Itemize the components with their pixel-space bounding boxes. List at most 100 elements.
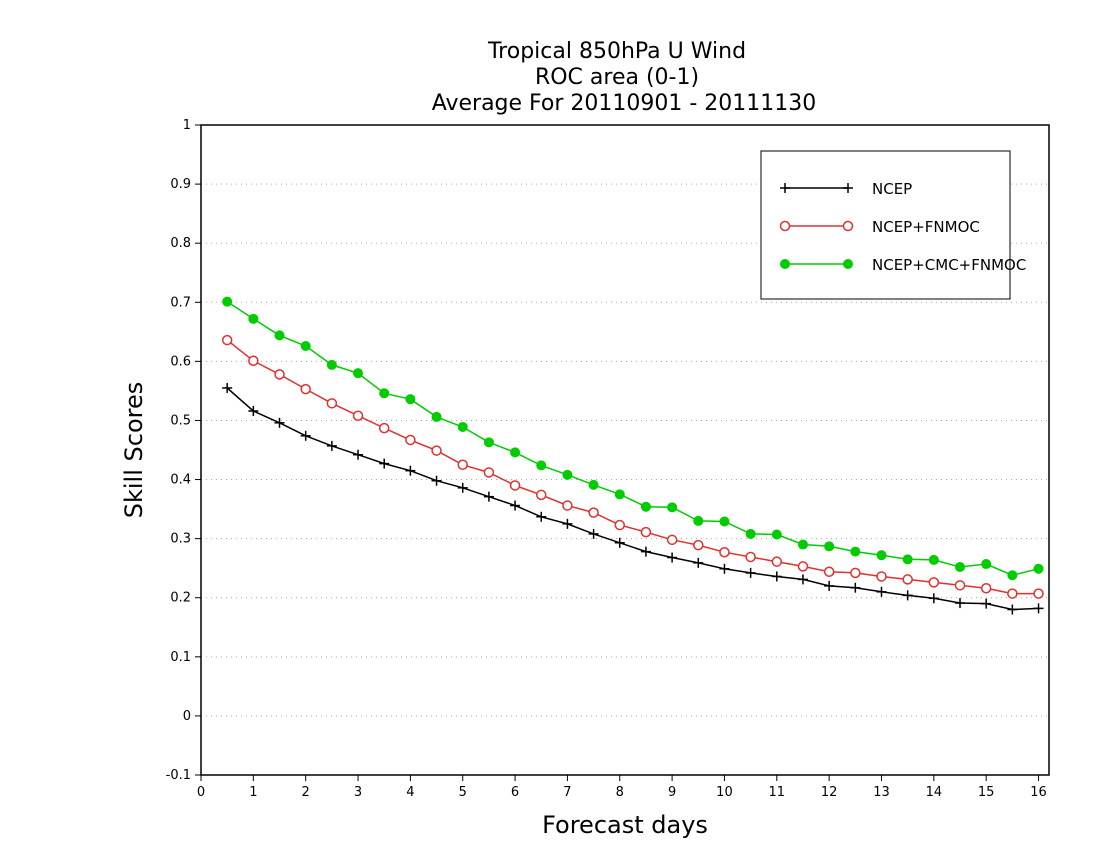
x-axis-ticks: 0 1 2 3 4 5 6 7 8 9 10 11 12 13 14 15 16 [197, 775, 1047, 800]
data-point [745, 567, 756, 578]
data-point [562, 469, 573, 480]
data-point [1033, 563, 1044, 574]
legend: NCEP NCEP+FNMOC NCEP+CMC+FNMOC [760, 150, 1026, 300]
data-point [248, 406, 259, 416]
x-tick-label: 8 [616, 785, 624, 800]
data-point [222, 296, 233, 307]
chart-title: Tropical 850hPa U Wind ROC area (0-1) Av… [432, 39, 817, 116]
data-point [483, 437, 494, 448]
data-point [824, 541, 835, 552]
data-point [588, 479, 599, 490]
data-point [666, 534, 678, 546]
plot-area-frame [200, 124, 1050, 776]
data-point [902, 590, 913, 601]
data-point [1007, 604, 1018, 615]
data-point [850, 582, 861, 593]
data-point [902, 554, 913, 565]
data-point [300, 430, 311, 441]
data-point [1007, 570, 1018, 581]
series-line [226, 387, 1039, 611]
y-tick-label: 0.4 [170, 473, 191, 488]
data-point [457, 459, 468, 471]
data-point [1007, 588, 1018, 599]
data-point [457, 421, 468, 432]
x-tick-label: 10 [716, 785, 733, 800]
x-tick-label: 12 [821, 785, 838, 800]
data-point [928, 554, 939, 565]
data-point [326, 398, 338, 409]
x-tick-label: 14 [926, 785, 943, 800]
data-point [483, 467, 495, 478]
x-tick-label: 3 [354, 785, 362, 800]
data-point [535, 489, 547, 501]
data-point [431, 445, 442, 456]
y-tick-label: 0.5 [170, 413, 191, 428]
data-point [955, 562, 966, 572]
chart-title-line-2: ROC area (0-1) [535, 65, 699, 90]
data-point [588, 507, 599, 518]
x-tick-label: 4 [406, 785, 414, 800]
data-point [274, 417, 285, 428]
data-point [431, 411, 442, 422]
data-point [510, 447, 521, 458]
data-point [379, 458, 390, 469]
legend-marker-start [779, 220, 791, 232]
x-tick-label: 5 [459, 785, 467, 800]
x-tick-label: 6 [511, 785, 519, 800]
series-ncep-cmc-fnmoc [222, 296, 1044, 581]
x-tick-label: 11 [769, 785, 786, 800]
data-point [928, 577, 940, 588]
series-ncep-fnmoc [221, 334, 1044, 599]
data-point [1033, 603, 1044, 614]
data-point [928, 593, 939, 604]
data-point [719, 546, 730, 558]
data-point [876, 586, 887, 597]
data-point [353, 449, 364, 460]
data-point [954, 580, 966, 591]
y-axis-ticks: -0.1 0 0.1 0.2 0.3 0.4 0.5 0.6 0.7 0.8 0.9 1 [166, 118, 201, 783]
data-point [248, 355, 259, 367]
legend-marker-end [843, 183, 853, 193]
data-point [614, 489, 625, 500]
data-point [274, 330, 285, 341]
data-point [274, 369, 285, 380]
data-point [771, 529, 782, 540]
data-point [876, 571, 887, 582]
legend-label: NCEP+CMC+FNMOC [872, 256, 1026, 274]
y-tick-label: 0.7 [170, 295, 191, 310]
y-tick-label: 0.3 [170, 532, 191, 547]
legend-item: NCEP+CMC+FNMOC [780, 256, 1026, 274]
y-tick-label: 0.6 [170, 354, 191, 369]
y-tick-label: -0.1 [166, 768, 191, 783]
data-point [981, 559, 992, 570]
data-point [509, 480, 521, 491]
chart-title-line-1: Tropical 850hPa U Wind [487, 39, 746, 64]
data-point [771, 556, 783, 567]
data-point [405, 465, 416, 476]
data-point [693, 539, 704, 551]
y-tick-label: 0.8 [170, 236, 191, 251]
data-point [902, 574, 913, 585]
x-tick-label: 9 [668, 785, 676, 800]
data-point [824, 580, 835, 591]
chart-title-line-3: Average For 20110901 - 20111130 [432, 91, 817, 116]
legend-marker-start [780, 259, 790, 269]
data-point [640, 546, 651, 557]
data-point [588, 528, 599, 539]
data-point [300, 341, 311, 351]
data-point [614, 537, 625, 548]
x-tick-label: 13 [873, 785, 890, 800]
data-point [300, 383, 311, 395]
x-tick-label: 1 [249, 785, 257, 800]
data-point [353, 368, 364, 379]
data-point [955, 598, 966, 609]
data-point [771, 571, 782, 582]
data-point [850, 567, 861, 579]
x-tick-label: 0 [197, 785, 205, 800]
series-line [226, 339, 1039, 595]
data-point [667, 502, 678, 513]
data-point [221, 334, 233, 346]
data-point [640, 501, 651, 512]
